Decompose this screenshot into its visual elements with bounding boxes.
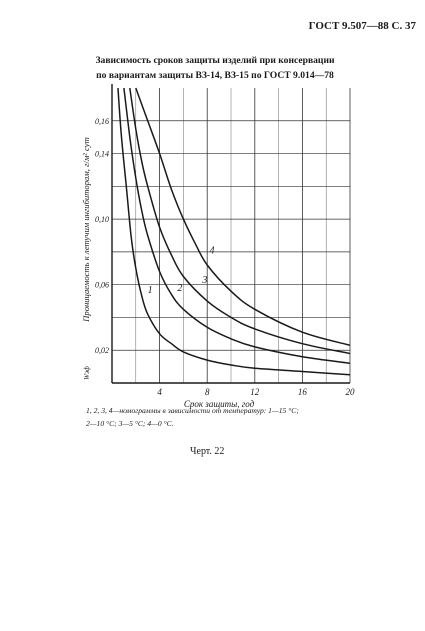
y-tick-label-4: 0,16 <box>95 117 109 126</box>
curve-label-4: 4 <box>209 246 214 257</box>
caption-line-1: 1, 2, 3, 4—номограммы в зависимости от т… <box>86 406 299 415</box>
y-tick-label-3: 0,14 <box>95 150 109 159</box>
x-tick-label-2: 12 <box>250 387 260 397</box>
series-line-1 <box>117 87 350 376</box>
y-tick-label-2: 0,10 <box>95 215 109 224</box>
title-line-1: Зависимость сроков защиты изделий при ко… <box>95 55 335 66</box>
x-tick-label-3: 16 <box>298 387 308 397</box>
figure-caption: 1, 2, 3, 4—номограммы в зависимости от т… <box>86 404 376 430</box>
series-line-4 <box>135 87 350 347</box>
y-axis-label: Проницаемость к летучим ингибиторам, г/м… <box>81 137 91 323</box>
x-tick-label-0: 4 <box>157 387 162 397</box>
x-tick-label-4: 20 <box>346 387 356 397</box>
x-axis-label: Срок защиты, год <box>184 399 255 409</box>
chart-ticks: 4 8 12 16 200,020,060,100,140,16 <box>95 117 355 397</box>
curve-label-1: 1 <box>148 285 153 296</box>
chart-curve-labels: 1 2 3 4 <box>148 246 215 296</box>
curve-label-3: 3 <box>201 275 207 286</box>
curve-label-2: 2 <box>177 283 182 294</box>
title-line-2: по вариантам защиты ВЗ-14, ВЗ-15 по ГОСТ… <box>96 70 334 81</box>
chart-axes <box>111 84 350 384</box>
x-tick-label-1: 8 <box>205 387 210 397</box>
y-tick-label-1: 0,06 <box>95 281 109 290</box>
page-header: ГОСТ 9.507—88 С. 37 <box>308 20 416 32</box>
caption-line-2: 2—10 °С; 3—5 °С; 4—0 °С. <box>86 419 174 428</box>
y-axis-unit-symbol: Wэф <box>83 366 91 380</box>
chart-title: Зависимость сроков защиты изделий при ко… <box>60 53 370 83</box>
series-line-2 <box>123 87 350 365</box>
chart-series <box>117 87 350 376</box>
series-line-3 <box>129 87 350 355</box>
figure-number: Черт. 22 <box>190 446 225 457</box>
y-tick-label-0: 0,02 <box>95 346 109 355</box>
